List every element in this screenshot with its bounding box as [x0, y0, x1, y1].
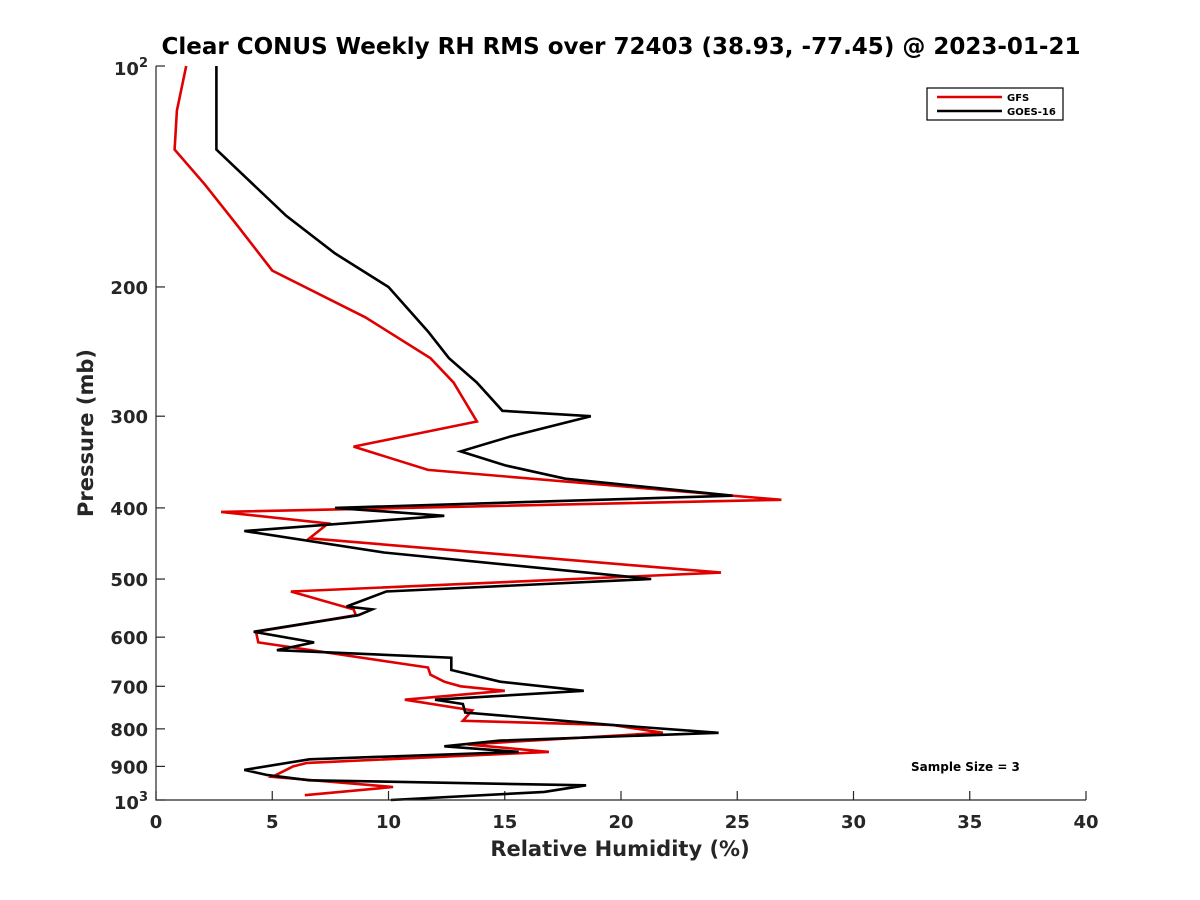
- x-tick-label: 30: [841, 812, 866, 833]
- series-group: [173, 65, 782, 802]
- y-tick-label: 102: [114, 56, 148, 80]
- y-tick-label: 900: [110, 757, 148, 778]
- legend-box: [926, 87, 1064, 121]
- axes-frame: [155, 66, 1086, 801]
- y-ticks: 102 200 300 400 500 600 700 800 900 103: [110, 56, 165, 814]
- x-axis-label: Relative Humidity (%): [490, 837, 749, 861]
- chart-title: Clear CONUS Weekly RH RMS over 72403 (38…: [162, 34, 1081, 60]
- y-axis-label: Pressure (mb): [74, 349, 98, 517]
- x-tick-label: 20: [608, 812, 633, 833]
- x-tick-label: 10: [376, 812, 401, 833]
- y-tick-label: 300: [110, 407, 148, 428]
- legend-label-goes16: GOES-16: [1007, 107, 1056, 118]
- series-line-goes16: [215, 66, 733, 802]
- x-tick-label: 5: [266, 812, 279, 833]
- legend: GFS GOES-16: [926, 87, 1064, 121]
- y-tick-label: 103: [114, 790, 148, 814]
- x-tick-label: 25: [725, 812, 750, 833]
- x-ticks: 0 5 10 15 20 25 30 35 40: [150, 791, 1099, 833]
- y-tick-label: 800: [110, 720, 148, 741]
- x-tick-label: 15: [492, 812, 517, 833]
- y-tick-label: 600: [110, 628, 148, 649]
- sample-size-annotation: Sample Size = 3: [911, 760, 1020, 774]
- y-tick-label: 200: [110, 278, 148, 299]
- y-tick-label: 700: [110, 677, 148, 698]
- legend-label-gfs: GFS: [1007, 93, 1029, 104]
- x-tick-label: 35: [957, 812, 982, 833]
- x-tick-label: 40: [1073, 812, 1098, 833]
- y-tick-label: 500: [110, 570, 148, 591]
- series-line-gfs: [173, 65, 782, 797]
- x-tick-label: 0: [150, 812, 163, 833]
- y-tick-label: 400: [110, 499, 148, 520]
